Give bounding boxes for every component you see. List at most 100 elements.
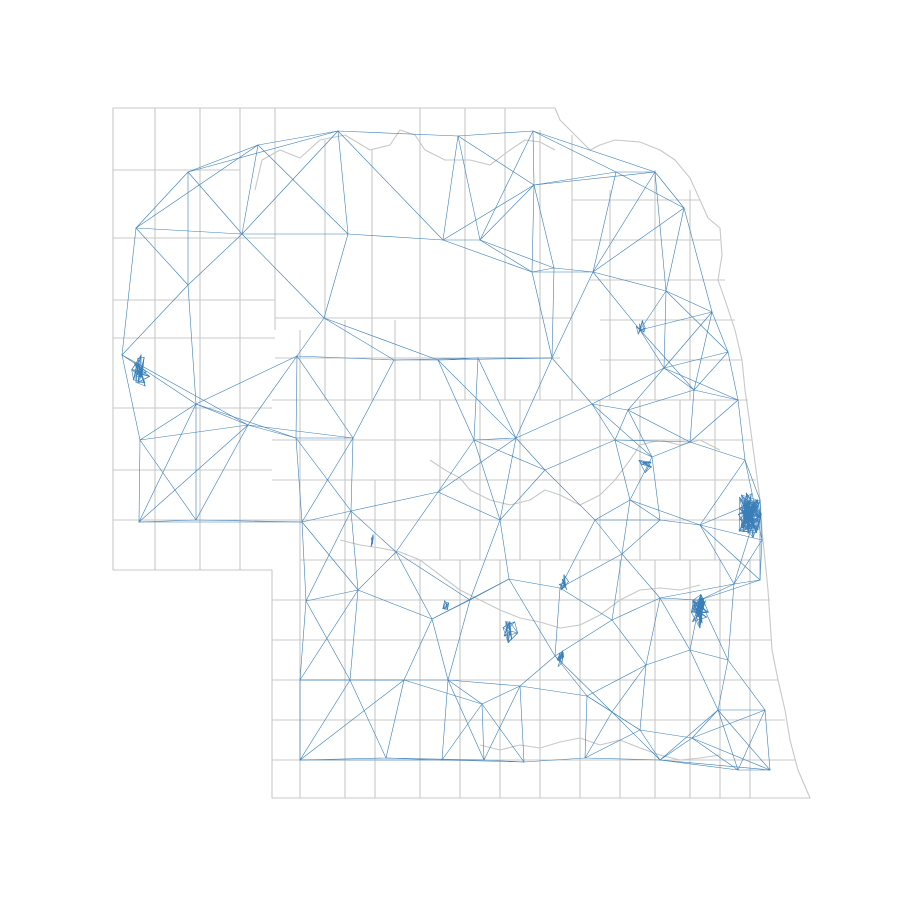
graph-edge bbox=[629, 456, 653, 501]
graph-edge bbox=[138, 424, 249, 523]
graph-edge bbox=[683, 207, 713, 313]
graph-edge bbox=[594, 499, 631, 521]
graph-edge bbox=[592, 207, 685, 273]
graph-edge bbox=[700, 594, 702, 623]
graph-edge bbox=[749, 500, 758, 510]
graph-edge bbox=[257, 130, 339, 146]
graph-edge bbox=[241, 130, 339, 235]
graph-edge bbox=[611, 664, 647, 713]
graph-edge bbox=[395, 491, 439, 553]
graph-edge bbox=[473, 439, 501, 521]
graph-edge bbox=[564, 583, 567, 586]
graph-edge bbox=[562, 586, 566, 589]
graph-edge bbox=[508, 578, 556, 657]
river-boundary-platte bbox=[429, 439, 721, 506]
graph-edge bbox=[584, 729, 641, 759]
graph-edge bbox=[135, 227, 189, 286]
graph-edge bbox=[519, 685, 588, 697]
graph-edge bbox=[591, 367, 665, 405]
graph-edge bbox=[481, 703, 485, 761]
graph-edge bbox=[479, 239, 555, 269]
graph-edge bbox=[639, 729, 693, 739]
graph-edge bbox=[121, 354, 197, 405]
graph-edge bbox=[138, 403, 197, 523]
graph-edge bbox=[717, 709, 739, 771]
graph-edge bbox=[699, 583, 735, 601]
graph-edge bbox=[473, 437, 517, 441]
graph-edge bbox=[611, 619, 647, 666]
graph-edge bbox=[509, 631, 511, 633]
graph-edge bbox=[639, 329, 695, 391]
graph-edge bbox=[323, 317, 395, 361]
graph-edge bbox=[615, 171, 685, 209]
graph-edge bbox=[639, 729, 661, 761]
graph-edge bbox=[437, 439, 475, 493]
graph-edge bbox=[665, 207, 685, 292]
graph-edge bbox=[556, 659, 561, 662]
graph-edge bbox=[519, 655, 556, 687]
graph-edge bbox=[695, 610, 702, 623]
graph-edge bbox=[614, 409, 629, 441]
graph-edge bbox=[349, 679, 387, 759]
graph-edge bbox=[659, 759, 739, 771]
graph-edge bbox=[137, 369, 142, 374]
graph-edge bbox=[296, 317, 325, 357]
graph-edge bbox=[733, 539, 763, 585]
graph-edge bbox=[442, 601, 447, 609]
graph-edge bbox=[350, 437, 354, 512]
graph-edge bbox=[693, 311, 713, 391]
graph-edge bbox=[636, 326, 639, 335]
graph-edge bbox=[562, 653, 565, 658]
graph-edge bbox=[350, 491, 439, 512]
graph-edge bbox=[444, 602, 450, 610]
graph-edge bbox=[301, 510, 352, 523]
graph-edge bbox=[347, 233, 444, 241]
graph-edge bbox=[393, 357, 479, 361]
graph-edge bbox=[515, 437, 546, 471]
graph-edge bbox=[564, 581, 569, 588]
graph-edge bbox=[519, 685, 525, 763]
graph-edge bbox=[663, 351, 729, 369]
graph-edge bbox=[139, 403, 197, 441]
graph-edge bbox=[141, 373, 146, 387]
graph-edge bbox=[350, 510, 359, 591]
graph-edge bbox=[629, 499, 701, 526]
county-boundary-layer bbox=[112, 107, 811, 799]
graph-edge bbox=[473, 357, 479, 441]
graph-edge bbox=[301, 521, 307, 602]
graph-edge bbox=[556, 652, 561, 661]
graph-edge bbox=[142, 357, 145, 376]
graph-edge bbox=[742, 524, 749, 532]
graph-edge bbox=[523, 757, 586, 763]
graph-edge bbox=[554, 655, 613, 713]
graph-edge bbox=[131, 361, 138, 371]
graph-edge bbox=[560, 583, 565, 591]
graph-edge bbox=[247, 355, 298, 426]
graph-edge bbox=[629, 499, 661, 521]
graph-edge bbox=[503, 632, 510, 637]
graph-edge bbox=[639, 664, 647, 731]
graph-edge bbox=[727, 583, 735, 661]
graph-edge bbox=[659, 709, 719, 761]
graph-edge bbox=[503, 632, 518, 637]
graph-edge bbox=[137, 371, 147, 374]
graph-edge bbox=[747, 513, 762, 534]
graph-edge bbox=[473, 439, 546, 471]
graph-edge bbox=[691, 737, 739, 771]
graph-edge bbox=[644, 461, 652, 465]
graph-edge bbox=[695, 594, 702, 615]
graph-edge bbox=[727, 659, 766, 711]
graph-edge bbox=[591, 403, 653, 458]
graph-edge bbox=[481, 685, 521, 705]
graph-edge bbox=[640, 327, 646, 331]
graph-edge bbox=[637, 329, 641, 335]
graph-edge bbox=[742, 493, 752, 528]
graph-edge bbox=[740, 505, 755, 529]
graph-edge bbox=[759, 499, 763, 541]
graph-edge bbox=[295, 437, 303, 523]
state-outline bbox=[112, 107, 811, 799]
graph-edge bbox=[737, 709, 766, 771]
graph-edge bbox=[747, 514, 759, 522]
graph-edge bbox=[699, 579, 761, 601]
graph-edge bbox=[553, 267, 594, 273]
